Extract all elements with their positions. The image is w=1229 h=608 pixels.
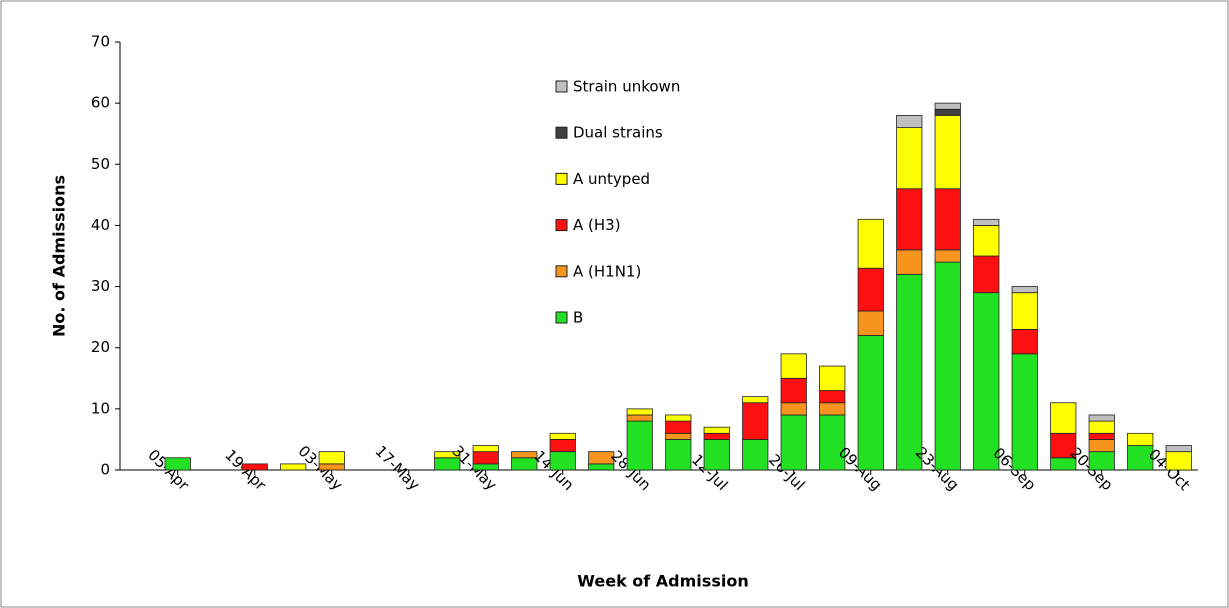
bar-segment [280,463,307,471]
y-axis-title: No. of Admissions [50,175,69,337]
bar-segment [973,218,1000,226]
y-tick-label: 0 [100,461,110,479]
legend-swatch [555,172,568,185]
bar-segment [511,451,538,459]
bar-segment [472,451,499,465]
bar-segment [742,396,769,404]
bar-segment [665,439,692,471]
legend-swatch [555,311,568,324]
bar-segment [819,402,846,416]
bar-segment [1088,451,1115,471]
y-tick-label: 70 [91,33,110,51]
bar-segment [1011,292,1038,330]
bar-segment [1088,420,1115,434]
bar-segment [896,188,923,251]
y-tick-label: 60 [91,94,110,112]
bar-segment [703,432,730,440]
legend-label: B [573,309,583,327]
bar-segment [780,414,807,471]
bar-segment [819,390,846,404]
bar-segment [472,445,499,453]
bar-segment [780,402,807,416]
bar-segment [588,463,615,471]
bar-segment [1165,445,1192,453]
bar-segment [742,439,769,471]
bar-segment [973,255,1000,294]
y-tick-label: 30 [91,277,110,295]
bar-segment [973,292,1000,471]
legend-swatch [555,265,568,278]
bar-segment [1050,402,1077,434]
bar-segment [896,127,923,190]
bar-segment [1165,451,1192,471]
x-axis-title: Week of Admission [577,572,748,591]
bar-segment [857,267,884,312]
bar-segment [857,310,884,336]
bar-segment [896,114,923,129]
bar-segment [665,432,692,440]
bar-segment [318,451,345,465]
bar-segment [665,414,692,422]
bar-segment [780,377,807,404]
bar-segment [857,218,884,269]
bar-segment [1088,439,1115,453]
bar-segment [318,463,345,471]
bar-segment [934,114,961,190]
bar-segment [1127,445,1154,471]
bar-segment [819,414,846,471]
bar-segment [549,432,576,440]
bar-segment [1011,353,1038,471]
bar-segment [934,102,961,110]
bar-segment [241,463,268,471]
bar-segment [549,439,576,453]
legend-label: Dual strains [573,124,663,142]
bar-segment [1088,414,1115,422]
bar-segment [626,414,653,422]
legend-label: A (H1N1) [573,262,641,280]
bar-segment [164,457,191,471]
bar-segment [703,426,730,434]
bar-segment [934,261,961,471]
bar-segment [549,451,576,471]
bar-segment [857,335,884,471]
y-tick-label: 20 [91,338,110,356]
legend-swatch [555,126,568,139]
bar-segment [665,420,692,434]
legend-label: Strain unkown [573,78,680,96]
bar-segment [896,273,923,471]
bar-segment [934,108,961,116]
bar-segment [1011,286,1038,294]
bar-segment [934,249,961,263]
bar-segment [703,439,730,471]
legend-swatch [555,219,568,232]
y-tick-label: 10 [91,399,110,417]
bar-segment [626,420,653,471]
bar-segment [934,188,961,251]
bar-segment [1088,432,1115,440]
bar-segment [742,402,769,440]
bar-segment [1011,328,1038,355]
legend-swatch [555,80,568,93]
legend-label: A (H3) [573,216,621,234]
bar-segment [973,225,1000,257]
y-tick-label: 40 [91,216,110,234]
y-tick-label: 50 [91,155,110,173]
bar-segment [588,451,615,465]
bar-segment [1050,432,1077,459]
bar-segment [819,365,846,391]
bar-segment [472,463,499,471]
bar-segment [1127,432,1154,446]
bar-segment [780,353,807,379]
bar-segment [896,249,923,275]
bar-segment [626,408,653,416]
bar-segment [434,451,461,459]
legend-label: A untyped [573,170,650,188]
